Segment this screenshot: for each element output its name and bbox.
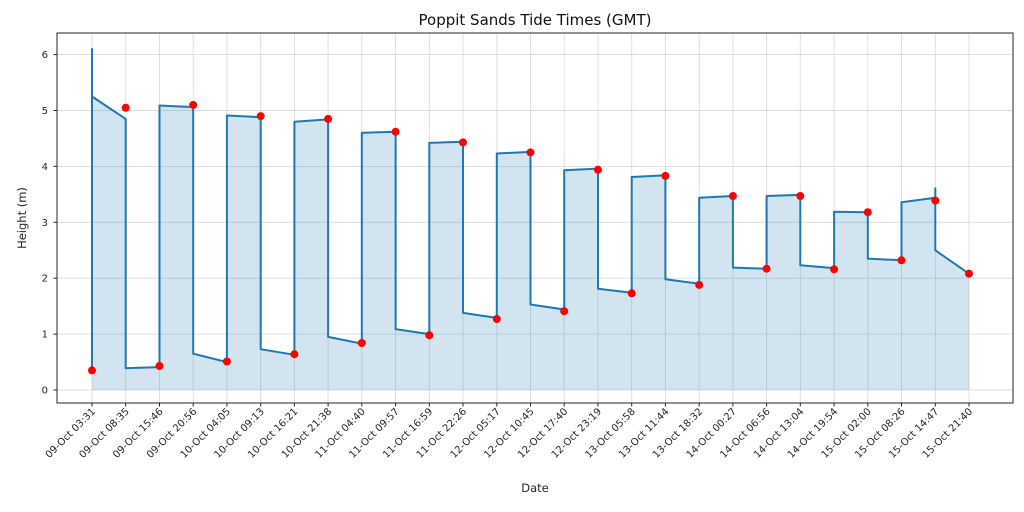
tide-point-high bbox=[661, 171, 670, 180]
y-tick-label: 4 bbox=[42, 162, 48, 173]
tide-point-low bbox=[222, 357, 231, 366]
y-tick-label: 1 bbox=[42, 330, 48, 341]
tide-point-low bbox=[830, 265, 839, 274]
tide-point-low bbox=[965, 269, 973, 278]
tide-point-low bbox=[425, 331, 434, 340]
y-tick-labels: 0 1 2 3 4 5 6 bbox=[42, 50, 48, 396]
tide-point-high bbox=[728, 192, 737, 200]
tide-point-low bbox=[155, 362, 164, 370]
tide-point-high bbox=[189, 100, 198, 109]
tide-point-low bbox=[762, 264, 771, 273]
chart-title: Poppit Sands Tide Times (GMT) bbox=[418, 11, 652, 29]
tide-point-low bbox=[627, 289, 636, 298]
tide-point-high bbox=[324, 114, 333, 123]
tide-point-high bbox=[796, 192, 805, 200]
tide-point-low bbox=[290, 350, 299, 359]
y-tick-label: 3 bbox=[42, 218, 48, 229]
tide-point-low bbox=[897, 256, 906, 265]
tide-point-high bbox=[863, 208, 872, 217]
y-tick-label: 6 bbox=[42, 50, 48, 61]
y-tick-label: 2 bbox=[42, 274, 48, 285]
tide-point-low bbox=[88, 366, 96, 375]
tide-point-high bbox=[459, 138, 467, 147]
tide-point-high bbox=[256, 112, 265, 121]
tide-point-high bbox=[391, 127, 400, 136]
tide-point-low bbox=[492, 315, 501, 323]
axis-ticks bbox=[53, 54, 970, 407]
tide-point-high bbox=[121, 103, 130, 112]
tide-points bbox=[88, 100, 973, 375]
tide-point-low bbox=[357, 339, 366, 347]
tide-point-low bbox=[695, 280, 704, 289]
tide-point-high bbox=[931, 196, 940, 205]
x-axis-label: Date bbox=[521, 481, 549, 495]
plot-border bbox=[56, 32, 1014, 404]
tide-point-low bbox=[560, 307, 569, 316]
y-tick-label: 0 bbox=[42, 386, 48, 397]
tide-point-high bbox=[594, 165, 602, 174]
y-tick-label: 5 bbox=[42, 106, 48, 117]
tide-point-high bbox=[526, 148, 535, 157]
